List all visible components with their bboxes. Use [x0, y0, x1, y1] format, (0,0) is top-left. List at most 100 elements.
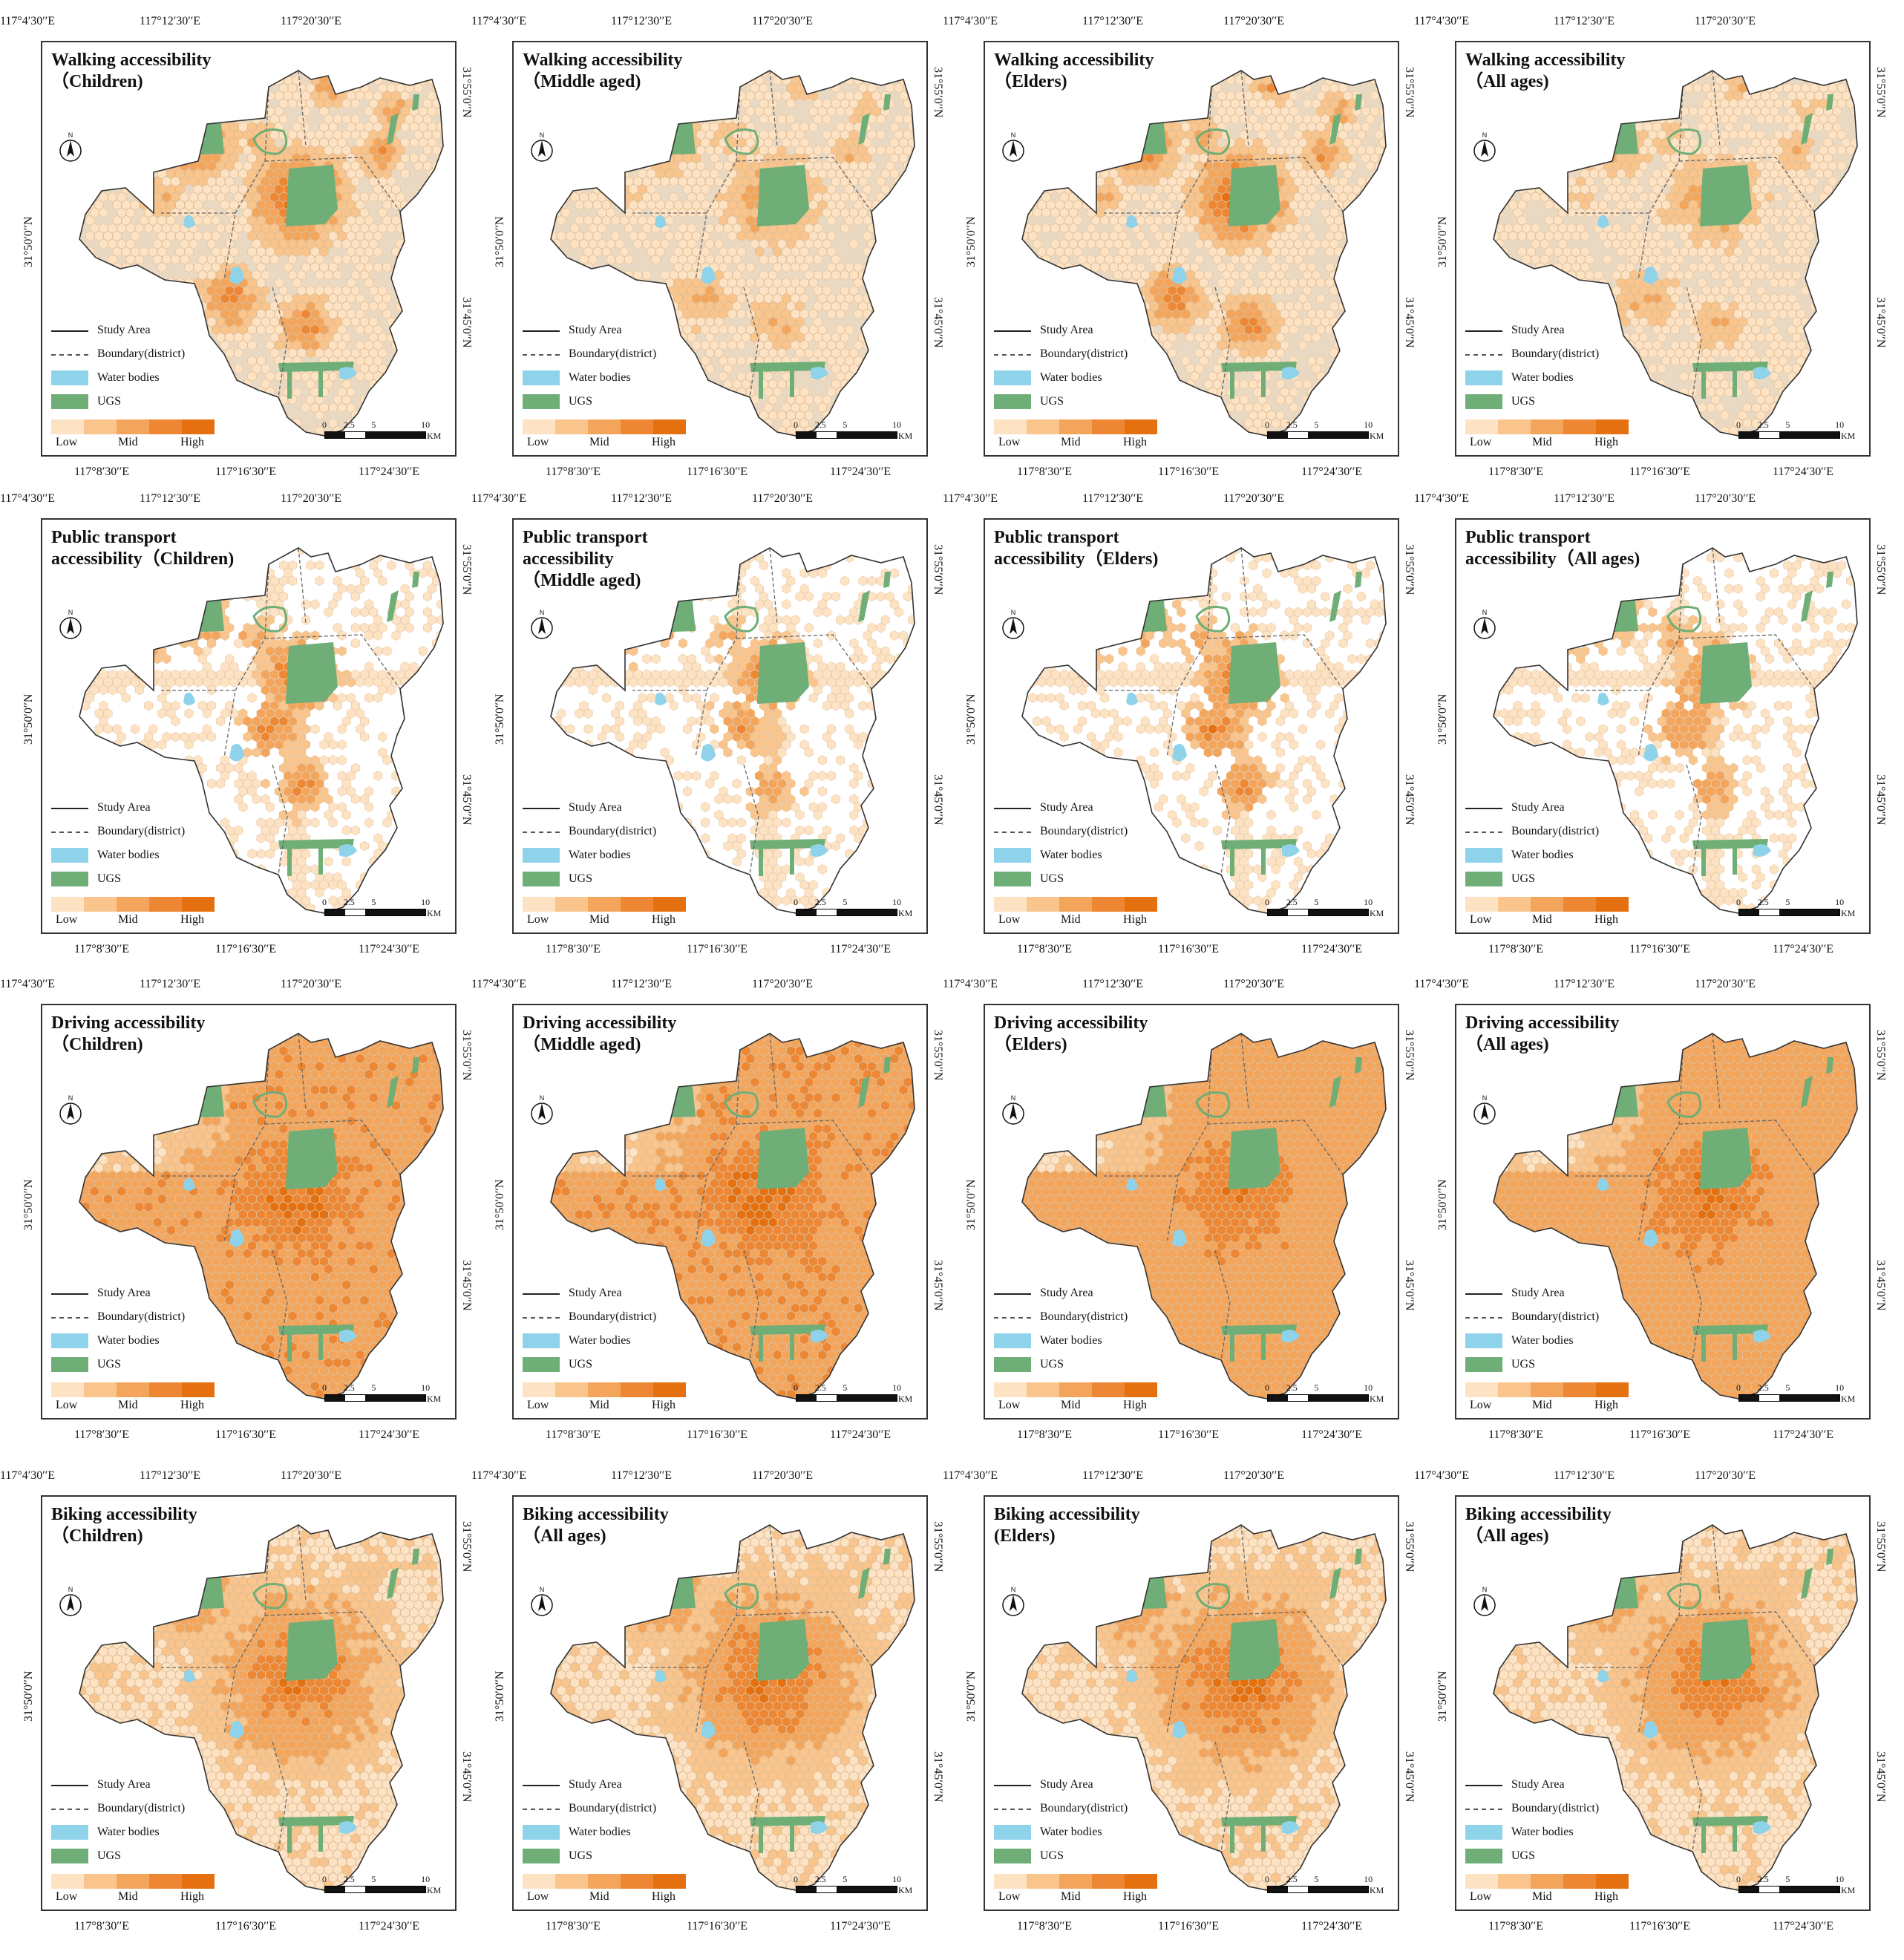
scale-segment-1: [1739, 909, 1759, 915]
bottom-tick-label: 117°8′30′′E: [74, 466, 130, 478]
top-tick-label: 117°20′30′′E: [1223, 492, 1285, 505]
scale-unit: KM: [427, 1394, 442, 1404]
left-tick-label: 31°50′0′′N: [494, 1670, 506, 1722]
bottom-tick-label: 117°16′30′′E: [1158, 466, 1220, 478]
legend-study-area: Study Area: [523, 318, 686, 342]
ugs-park-large: [1700, 642, 1752, 704]
bottom-tick-label: 117°8′30′′E: [1017, 943, 1073, 956]
scale-segment-2: [817, 1395, 837, 1401]
ugs-park-south: [1221, 1816, 1297, 1826]
scale-numbers: 0 2.5 5 10: [322, 419, 448, 431]
study-area-outline: [1493, 1033, 1858, 1399]
top-tick-label: 117°4′30′′E: [471, 1469, 527, 1482]
bottom-tick-label: 117°16′30′′E: [1629, 1428, 1691, 1441]
ramp-label-mid: Mid: [1532, 436, 1552, 448]
study-area-outline: [1021, 70, 1387, 437]
bottom-tick-label: 117°8′30′′E: [1488, 466, 1544, 478]
ramp-swatch-1: [994, 897, 1027, 912]
ramp-swatch-2: [1498, 1382, 1531, 1397]
scale-num-zero: 0: [1736, 1874, 1741, 1884]
scale-segment-3: [365, 1886, 425, 1892]
scale-num-a: 2.5: [343, 1382, 355, 1393]
right-tick-label: 31°45′0′′N: [1874, 1751, 1887, 1803]
scale-bar: 0 2.5 5 10 KM: [794, 1382, 919, 1404]
ramp-swatch-5: [1125, 1874, 1157, 1889]
scale-segment-1: [796, 432, 817, 438]
map-legend: Study Area Boundary(district) Water bodies…: [523, 1773, 686, 1905]
accessibility-map: [79, 1033, 444, 1399]
ramp-label-low: Low: [1470, 1890, 1492, 1903]
legend-water-bodies: Water bodies: [523, 1820, 686, 1844]
legend-boundary-label: Boundary(district): [1511, 825, 1600, 837]
scale-num-c: 10: [892, 1874, 902, 1884]
ramp-swatch-3: [117, 1382, 149, 1397]
map-frame: Biking accessibility （All ages) N Study Ar…: [1455, 1495, 1871, 1911]
legend-boundary: Boundary(district): [1465, 1797, 1629, 1820]
svg-text:N: N: [1011, 609, 1016, 616]
ramp-label-high: High: [1123, 1890, 1147, 1903]
legend-ugs: UGS: [994, 1844, 1157, 1868]
ramp-swatch-4: [149, 1382, 182, 1397]
bottom-tick-label: 117°8′30′′E: [1488, 943, 1544, 956]
ramp-swatch-5: [182, 897, 215, 912]
scale-num-a: 2.5: [814, 897, 826, 907]
scale-segment-2: [1759, 1395, 1779, 1401]
legend-ugs: UGS: [523, 390, 686, 414]
ramp-swatch-4: [149, 1874, 182, 1889]
right-tick-label: 31°45′0′′N: [1874, 774, 1887, 826]
ugs-strip: [287, 848, 323, 876]
ramp-swatch-4: [1563, 1382, 1596, 1397]
accessibility-map: [1021, 1524, 1387, 1891]
ramp-label-mid: Mid: [589, 436, 609, 448]
scale-segment-3: [837, 1886, 897, 1892]
ugs-park-east: [387, 572, 419, 622]
ugs-strip: [1701, 370, 1737, 399]
water-body-lake: [1172, 266, 1187, 284]
water-body-lake: [1172, 743, 1187, 762]
ugs-park-west: [1115, 113, 1167, 155]
ramp-swatch-1: [1465, 1874, 1498, 1889]
ramp-swatch-5: [182, 1874, 215, 1889]
legend-boundary: Boundary(district): [1465, 820, 1629, 843]
map-frame: Driving accessibility （Children) N Study A…: [41, 1004, 457, 1420]
ugs-park-west: [172, 1076, 224, 1118]
scale-segment-3: [1308, 1886, 1368, 1892]
right-tick-label: 31°55′0′′N: [1874, 544, 1887, 595]
legend-ugs-label: UGS: [569, 872, 593, 885]
scale-bar: 0 2.5 5 10 KM: [1265, 1382, 1390, 1404]
scale-num-zero: 0: [1736, 419, 1741, 430]
legend-ugs: UGS: [1465, 867, 1629, 891]
legend-study-area: Study Area: [1465, 796, 1629, 820]
scale-segment-3: [1779, 909, 1839, 915]
legend-water-bodies-label: Water bodies: [569, 371, 631, 384]
legend-ugs-label: UGS: [1040, 872, 1064, 885]
map-frame: Driving accessibility （All ages) N Study A…: [1455, 1004, 1871, 1420]
accessibility-map: [1493, 1033, 1858, 1399]
legend-study-area-symbol: [1465, 323, 1502, 338]
ramp-labels: Low Mid High: [1465, 912, 1629, 928]
right-tick-label: 31°45′0′′N: [1874, 1260, 1887, 1311]
bottom-tick-label: 117°8′30′′E: [1017, 1920, 1073, 1933]
left-tick-label: 31°50′0′′N: [22, 1179, 35, 1230]
left-tick-label: 31°50′0′′N: [22, 693, 35, 745]
legend-boundary: Boundary(district): [1465, 1305, 1629, 1329]
ugs-park-east: [1329, 94, 1362, 145]
scale-segment-3: [365, 1395, 425, 1401]
scale-num-zero: 0: [322, 1382, 327, 1393]
legend-water-bodies-symbol: [1465, 1825, 1502, 1840]
bottom-tick-label: 117°24′30′′E: [830, 1428, 892, 1441]
legend-study-area-label: Study Area: [97, 1778, 151, 1791]
bottom-tick-label: 117°8′30′′E: [74, 1920, 130, 1933]
top-tick-label: 117°12′30′′E: [611, 978, 673, 990]
svg-text:N: N: [540, 1586, 545, 1593]
water-body-south: [339, 367, 357, 379]
legend-water-bodies: Water bodies: [51, 843, 215, 867]
ramp-label-low: Low: [56, 913, 78, 926]
ring-park: [252, 128, 288, 155]
accessibility-map: [550, 547, 915, 914]
legend-boundary-symbol: [994, 824, 1031, 839]
legend-water-bodies-symbol: [523, 848, 560, 863]
accessibility-map: [550, 1033, 915, 1399]
ramp-swatch-1: [51, 419, 84, 434]
north-arrow-icon: N: [59, 130, 82, 168]
